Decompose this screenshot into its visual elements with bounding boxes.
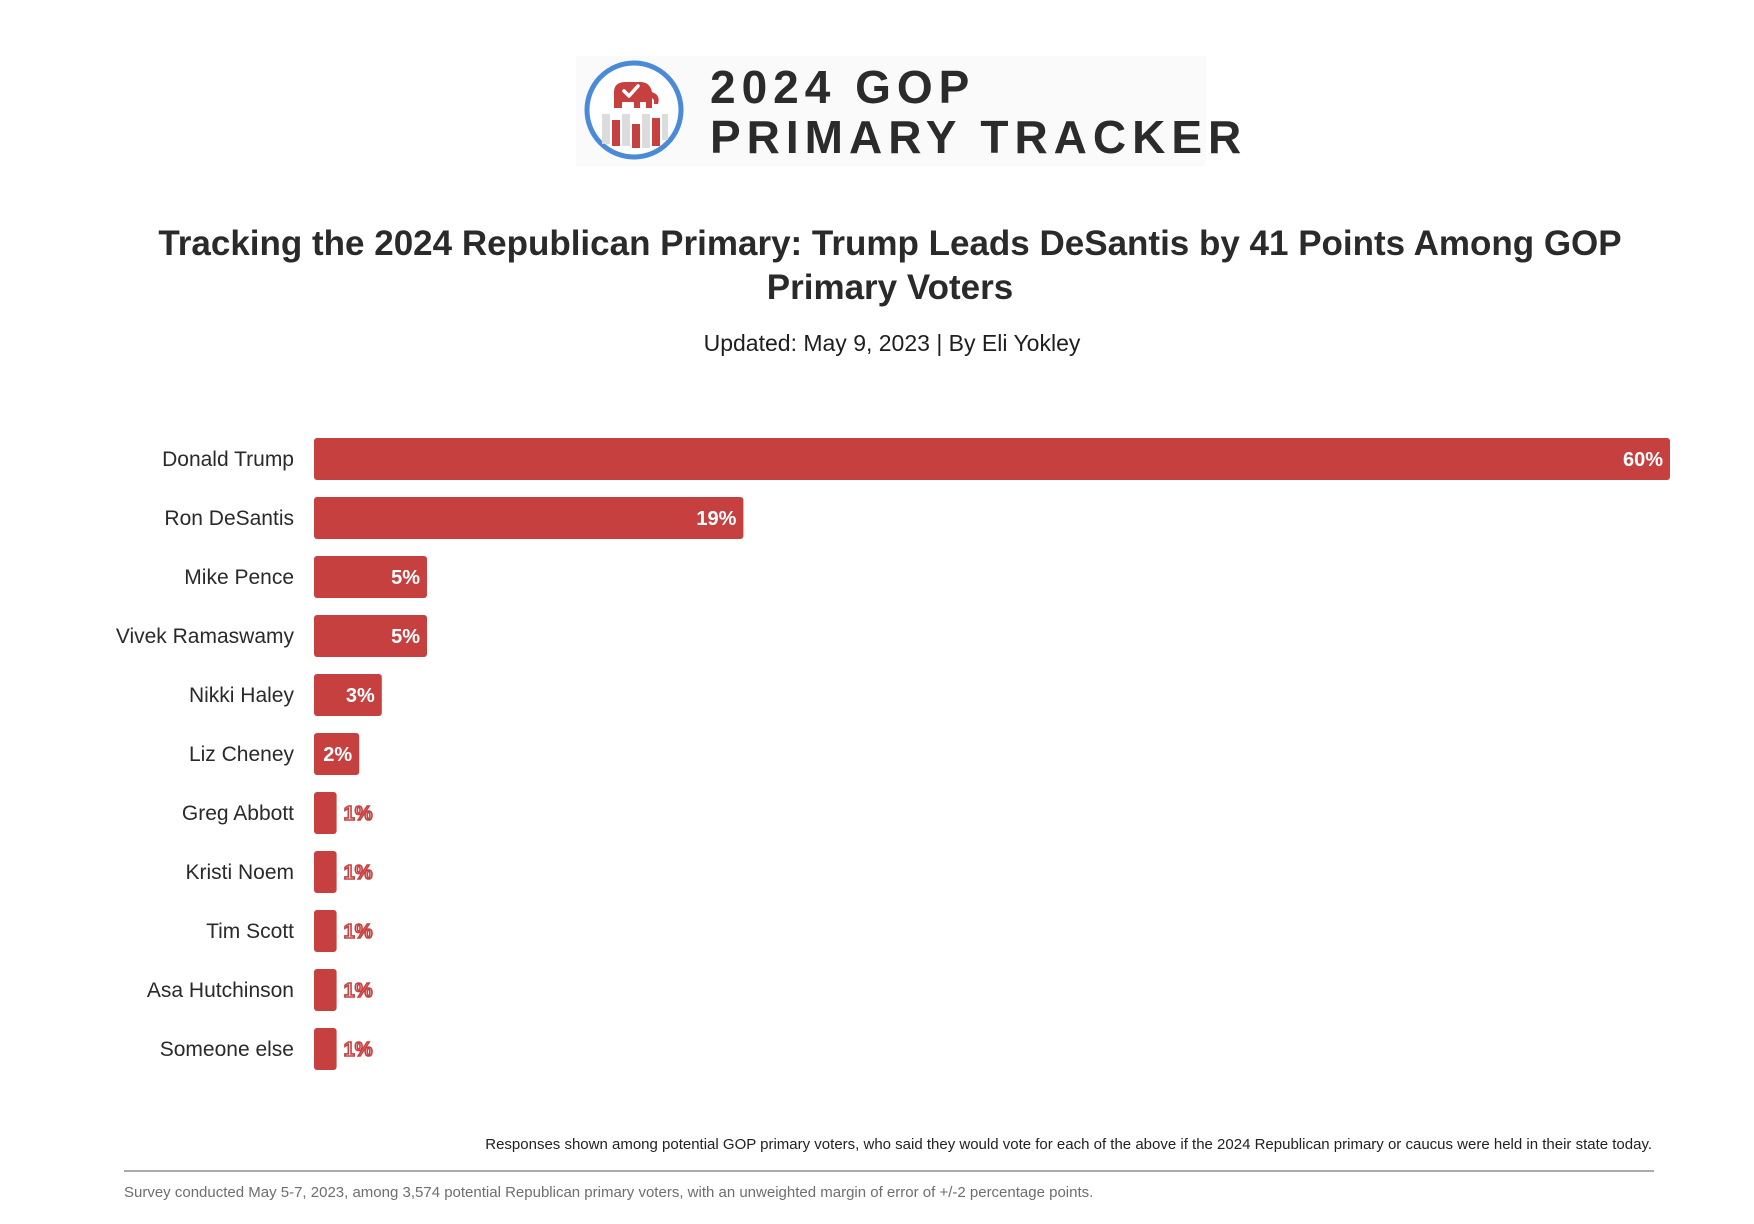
bar <box>314 674 382 716</box>
bar-chart: Donald Trump 60% Ron DeSantis 19% Mike Pence… <box>116 438 1670 1070</box>
category-label: Mike Pence <box>184 566 294 589</box>
bar <box>314 615 427 657</box>
tracker-logo: 2024 GOP PRIMARY TRACKER <box>576 56 1241 166</box>
data-label: 1% <box>344 803 373 825</box>
badge-bars <box>602 114 668 148</box>
bar <box>314 438 1670 480</box>
data-label: 1% <box>344 1039 373 1061</box>
data-label: 1% <box>344 862 373 884</box>
page-title: Tracking the 2024 Republican Primary: Tr… <box>158 224 1622 307</box>
category-label: Vivek Ramaswamy <box>116 625 295 648</box>
category-label: Kristi Noem <box>185 861 294 884</box>
bar <box>314 556 427 598</box>
survey-footer: Survey conducted May 5-7, 2023, among 3,… <box>124 1184 1094 1201</box>
category-label: Liz Cheney <box>189 743 295 766</box>
data-label: 5% <box>391 626 420 648</box>
data-label: 60% <box>1623 449 1663 471</box>
category-label: Someone else <box>160 1038 294 1061</box>
divider <box>124 1170 1654 1172</box>
bar <box>314 733 360 775</box>
bar <box>314 910 337 952</box>
bar <box>314 497 744 539</box>
data-label: 3% <box>346 685 375 707</box>
category-label: Nikki Haley <box>189 684 295 707</box>
category-label: Greg Abbott <box>182 802 294 825</box>
category-label: Asa Hutchinson <box>147 979 294 1002</box>
logo-title-line1: 2024 GOP <box>710 61 976 113</box>
bar <box>314 851 337 893</box>
data-label: 1% <box>344 980 373 1002</box>
category-label: Donald Trump <box>162 448 294 471</box>
elephant-badge-icon <box>584 60 684 160</box>
responses-note: Responses shown among potential GOP prim… <box>485 1136 1652 1153</box>
data-label: 19% <box>696 508 736 530</box>
elephant-icon <box>614 82 659 108</box>
byline: Updated: May 9, 2023 | By Eli Yokley <box>703 330 1081 356</box>
data-label: 2% <box>323 744 352 766</box>
data-label: 1% <box>344 921 373 943</box>
category-label: Tim Scott <box>206 920 294 943</box>
data-label: 5% <box>391 567 420 589</box>
bar <box>314 1028 337 1070</box>
bar <box>314 969 337 1011</box>
category-label: Ron DeSantis <box>164 507 294 530</box>
logo-title-line2: PRIMARY TRACKER <box>710 111 1248 163</box>
bar <box>314 792 337 834</box>
checkmark-icon <box>622 84 640 98</box>
